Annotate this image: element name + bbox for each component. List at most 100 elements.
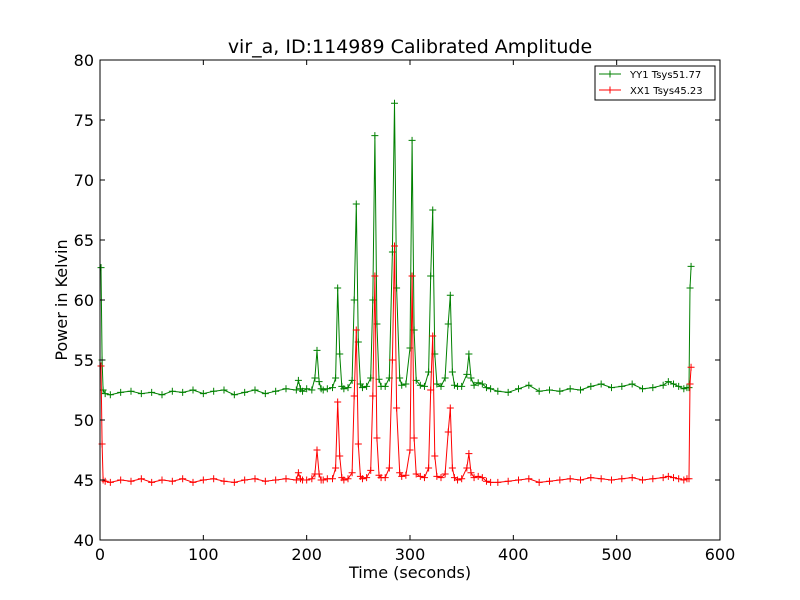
data-point [261, 477, 269, 485]
legend-marker [606, 86, 614, 94]
data-point [117, 388, 125, 396]
data-point [292, 476, 300, 484]
data-point [101, 390, 109, 398]
data-point [525, 381, 533, 389]
data-point [556, 387, 564, 395]
data-point [429, 206, 437, 214]
data-point [272, 387, 280, 395]
data-point [587, 382, 595, 390]
legend: YY1 Tsys51.77 XX1 Tsys45.23 [594, 65, 716, 101]
data-point [680, 385, 688, 393]
data-point [659, 381, 667, 389]
data-point [220, 386, 228, 394]
data-point [458, 382, 466, 390]
data-point [189, 478, 197, 486]
data-point [230, 478, 238, 486]
x-tick-label: 600 [705, 545, 736, 564]
data-point [639, 476, 646, 484]
data-point [127, 387, 135, 395]
data-point [199, 476, 207, 484]
data-point [478, 474, 486, 482]
data-point [687, 363, 695, 371]
data-point [106, 478, 114, 486]
data-point [494, 478, 502, 486]
data-point [371, 132, 379, 140]
data-point [566, 385, 574, 393]
data-point [220, 477, 228, 485]
data-point [433, 380, 441, 388]
data-point [494, 387, 502, 395]
data-point [319, 386, 327, 394]
data-point [117, 476, 125, 484]
data-point [358, 475, 366, 483]
data-point [437, 382, 445, 390]
data-point [344, 475, 352, 483]
data-point [127, 477, 135, 485]
data-point [478, 380, 486, 388]
data-point [251, 386, 259, 394]
data-point [241, 388, 249, 396]
data-point [294, 469, 302, 477]
data-point [474, 379, 482, 387]
data-point [241, 476, 249, 484]
ticks-layer: 0 100 200 300 400 500 600 40 45 50 55 60 65 70 75 80 [74, 51, 736, 564]
data-point [367, 466, 375, 474]
data-point [340, 476, 348, 484]
series-2 [97, 242, 695, 486]
data-point [566, 475, 574, 483]
data-point [685, 384, 693, 392]
data-point [299, 387, 307, 395]
data-point [373, 434, 381, 442]
data-point [587, 474, 595, 482]
data-point [412, 470, 420, 478]
data-point [482, 477, 490, 485]
data-point [437, 474, 445, 482]
data-point [618, 382, 626, 390]
data-point [535, 387, 543, 395]
data-point [458, 475, 466, 483]
data-point [199, 390, 207, 398]
data-point [340, 385, 348, 393]
x-tick-label: 200 [291, 545, 322, 564]
data-point [556, 476, 564, 484]
x-axis-label: Time (seconds) [348, 563, 471, 582]
data-point [282, 385, 290, 393]
legend-label: XX1 Tsys45.23 [630, 86, 703, 97]
series-1 [97, 99, 695, 399]
data-point [686, 380, 694, 388]
data-point [352, 326, 360, 334]
data-point [344, 384, 352, 392]
data-point [323, 385, 331, 393]
x-tick-label: 100 [188, 545, 219, 564]
data-point [487, 478, 495, 486]
data-point [546, 386, 553, 394]
data-point [675, 475, 683, 483]
data-point [391, 242, 398, 250]
data-point [396, 469, 404, 477]
y-tick-label: 60 [74, 291, 94, 310]
data-point [463, 370, 471, 378]
data-point [398, 381, 406, 389]
data-point [381, 474, 389, 482]
data-point [329, 384, 336, 392]
data-point [158, 476, 166, 484]
data-point [406, 446, 414, 454]
chart-title: vir_a, ID:114989 Calibrated Amplitude [228, 36, 592, 58]
data-point [391, 99, 398, 107]
data-point [358, 384, 366, 392]
data-point [189, 386, 197, 394]
data-point [608, 476, 615, 484]
data-point [313, 346, 321, 354]
data-point [515, 385, 522, 393]
data-point [106, 391, 114, 399]
data-point [664, 378, 672, 386]
data-point [99, 386, 107, 394]
data-point [179, 475, 187, 483]
data-point [680, 476, 688, 484]
data-point [465, 450, 473, 458]
data-point [482, 384, 490, 392]
data-point [388, 356, 396, 364]
data-point [148, 388, 156, 396]
data-point [444, 320, 452, 328]
data-point [158, 391, 166, 399]
